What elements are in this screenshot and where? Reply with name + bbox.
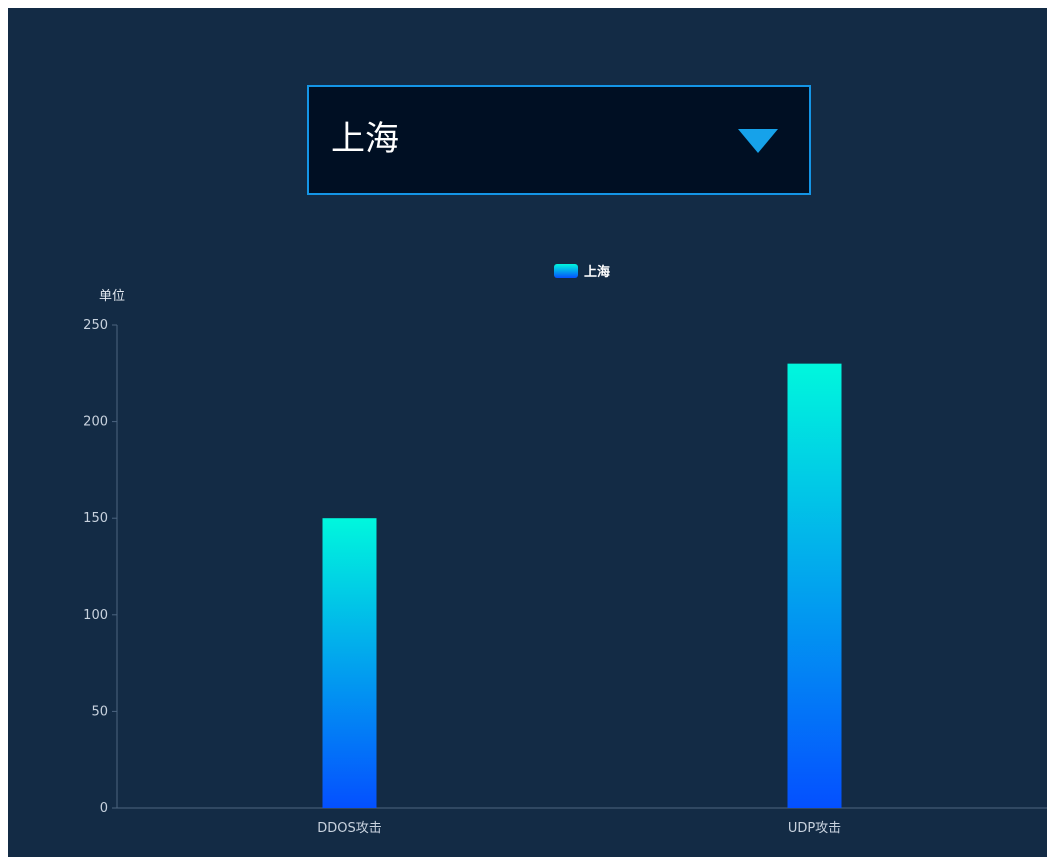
x-tick-label: DDOS攻击 [317,821,382,836]
y-tick-label: 200 [83,415,108,430]
region-select-dropdown[interactable]: 上海 [307,85,811,195]
region-select-value: 上海 [331,119,399,159]
legend[interactable]: 上海 [554,264,610,280]
bar[interactable] [322,518,377,808]
y-axis-title: 单位 [99,289,125,304]
y-tick-label: 0 [100,801,108,816]
bar-chart: 上海 单位 0 50 100 150 200 250 DDOS攻击 UDP攻击 [83,264,1047,836]
bars [322,363,842,808]
x-tick-label: UDP攻击 [788,821,841,836]
y-tick-label: 50 [91,704,108,719]
legend-swatch[interactable] [554,264,578,278]
bar[interactable] [787,363,842,808]
y-tick-label: 150 [83,511,108,526]
y-tick-label: 100 [83,608,108,623]
y-tick-label: 250 [83,318,108,333]
y-axis: 0 50 100 150 200 250 [83,318,118,816]
dropdown-arrow-icon[interactable] [738,129,778,153]
chart-panel: 上海 上海 单位 0 50 100 150 200 250 DDOS攻击 UDP攻击 [8,8,1047,857]
x-axis: DDOS攻击 UDP攻击 [117,807,1047,836]
legend-label[interactable]: 上海 [584,264,610,280]
